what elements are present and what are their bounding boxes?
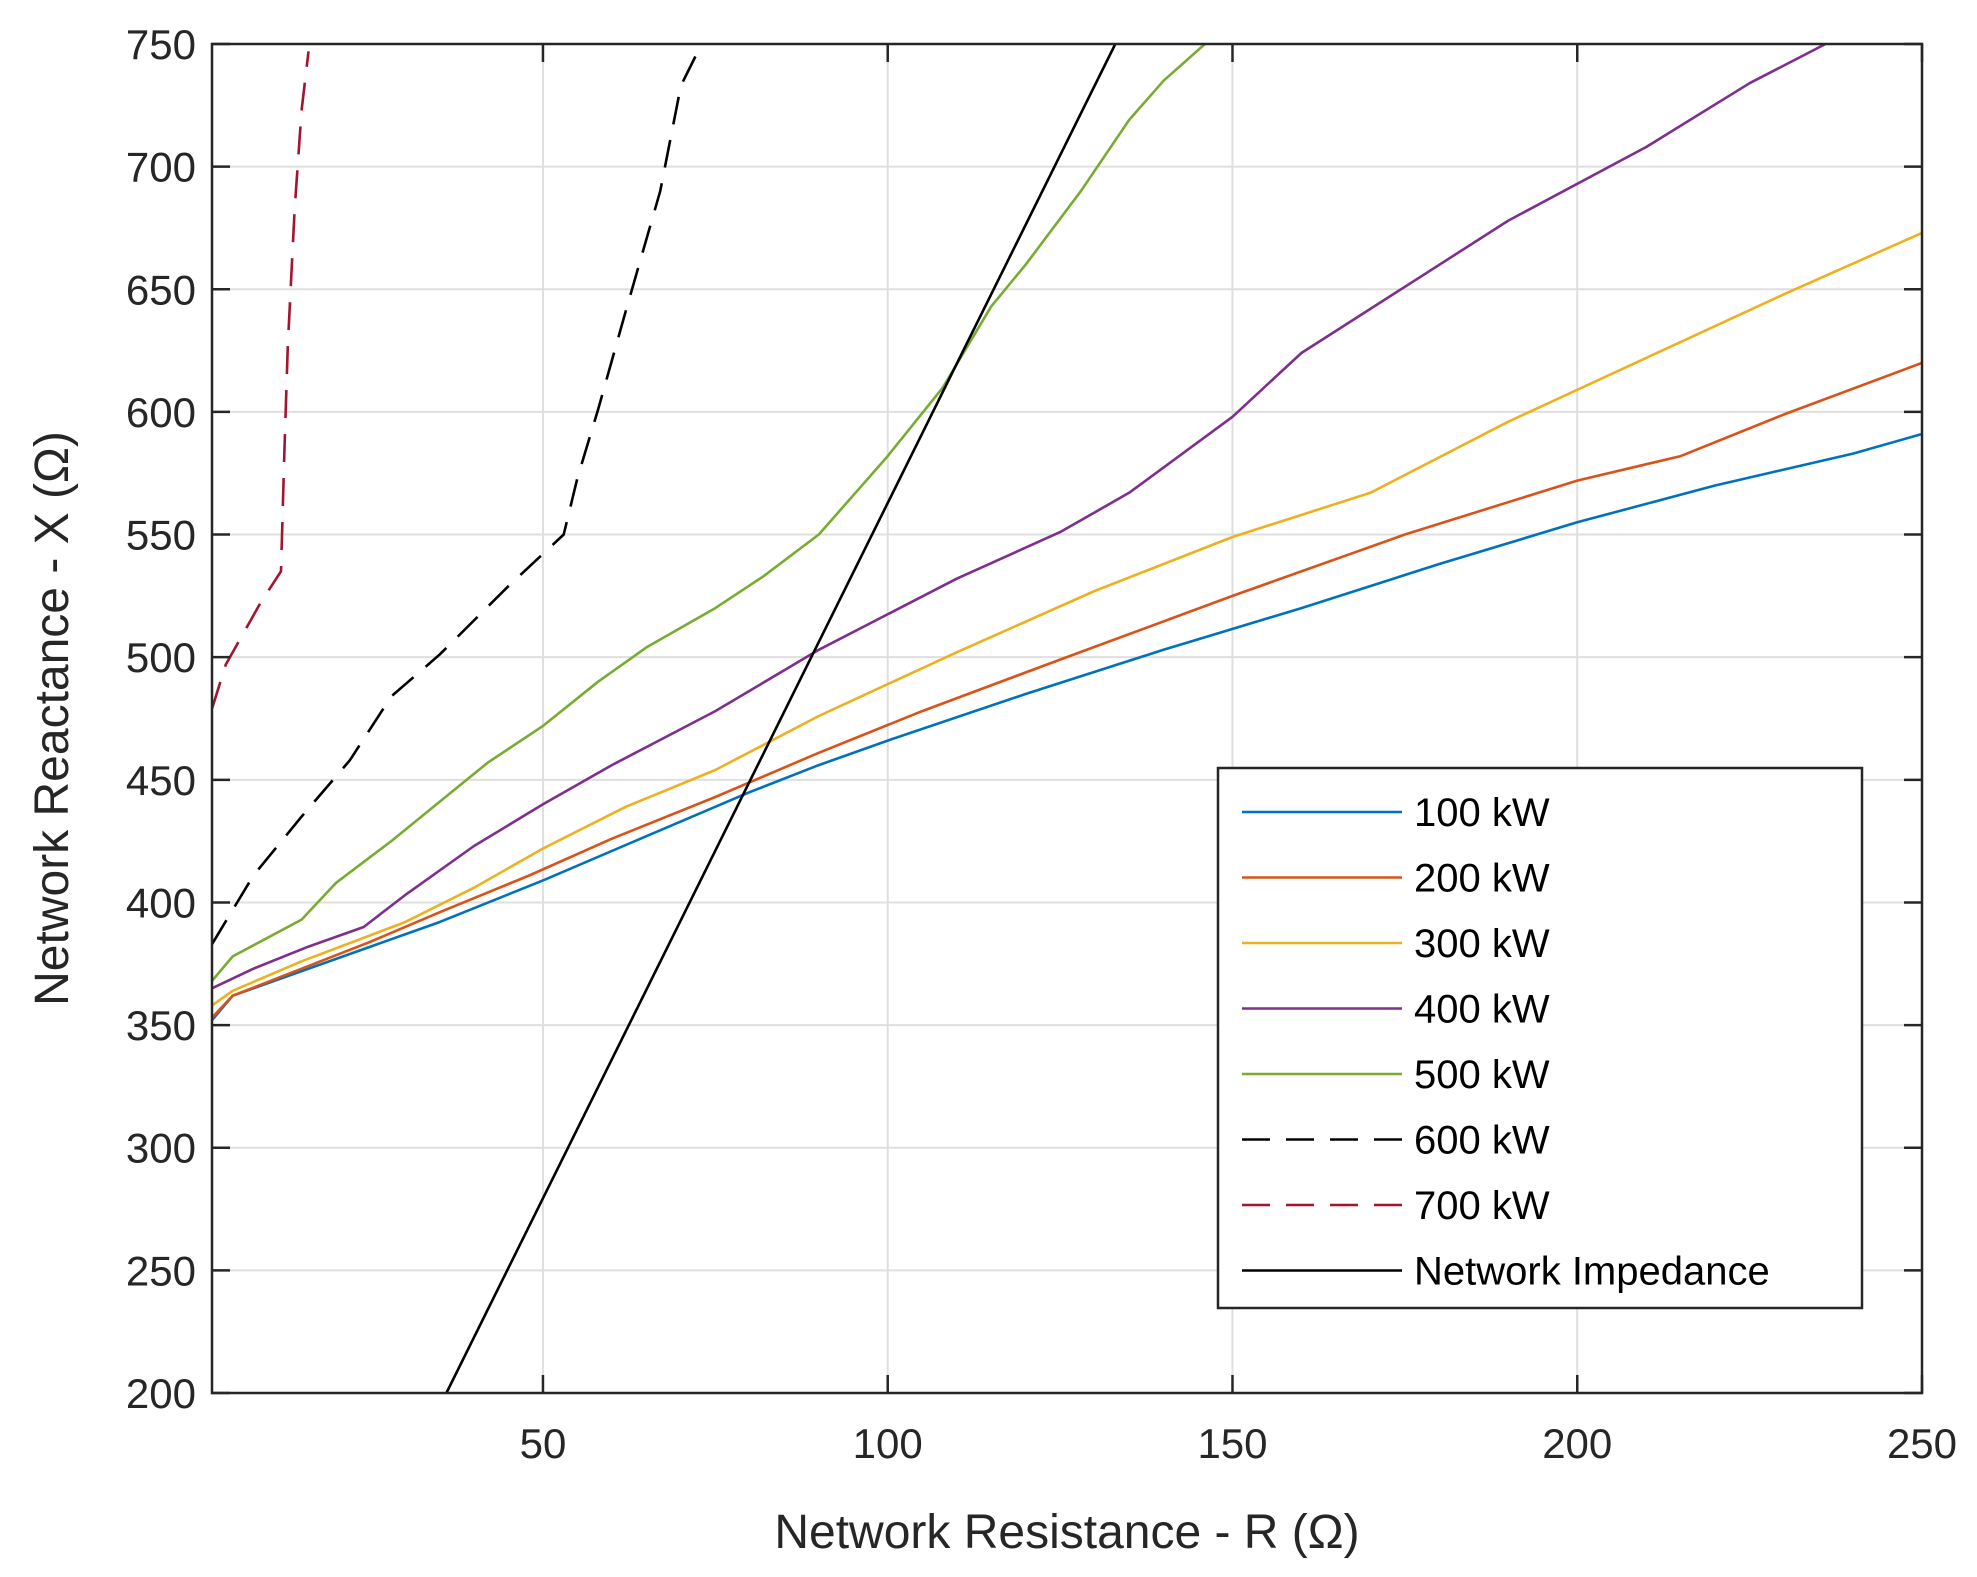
legend-label-200-kw: 200 kW	[1414, 857, 1550, 901]
plot-box	[210, 42, 1924, 1395]
x-axis-label: Network Resistance - R (Ω)	[774, 1506, 1359, 1559]
x-tick-label: 200	[1542, 1420, 1612, 1467]
x-tick-label: 250	[1887, 1420, 1957, 1467]
y-tick-label: 250	[126, 1247, 196, 1294]
series-line-600-kw	[212, 44, 703, 945]
legend-label-700-kw: 700 kW	[1414, 1184, 1550, 1228]
y-tick-label: 650	[126, 266, 196, 313]
series-line-700-kw	[212, 51, 310, 710]
series-line-100-kw	[212, 432, 1922, 1022]
legend-label-600-kw: 600 kW	[1414, 1119, 1550, 1163]
y-tick-label: 200	[126, 1370, 196, 1417]
series-line-200-kw	[212, 361, 1922, 1019]
tick-labels: 50 100 150 200 250 200 250 300 350 400 450 500 550 60…	[126, 21, 1957, 1467]
y-tick-label: 750	[126, 21, 196, 68]
y-tick-label: 550	[126, 512, 196, 559]
legend: 100 kW 200 kW 300 kW 400 kW 500 kW 600 kW 700 …	[1216, 766, 1864, 1310]
legend-label-300-kw: 300 kW	[1414, 922, 1550, 966]
x-tick-label: 100	[853, 1420, 923, 1467]
y-tick-label: 350	[126, 1002, 196, 1049]
y-axis-label: Network Reactance - X (Ω)	[26, 431, 79, 1006]
ticks	[212, 42, 1924, 1395]
legend-label-400-kw: 400 kW	[1414, 988, 1550, 1032]
y-tick-label: 450	[126, 757, 196, 804]
y-tick-label: 300	[126, 1125, 196, 1172]
series-line-300-kw	[212, 231, 1922, 1007]
y-tick-label: 700	[126, 144, 196, 191]
legend-box	[1216, 766, 1864, 1310]
y-tick-label: 500	[126, 634, 196, 681]
series-line-400-kw	[212, 44, 1827, 990]
x-tick-label: 150	[1197, 1420, 1267, 1467]
series-group	[212, 44, 1922, 1393]
series-line-500-kw	[212, 44, 1206, 982]
y-tick-label: 600	[126, 389, 196, 436]
x-tick-label: 50	[520, 1420, 567, 1467]
legend-label-network-impedance: Network Impedance	[1414, 1250, 1770, 1294]
legend-label-500-kw: 500 kW	[1414, 1053, 1550, 1097]
series-line-network-impedance	[445, 44, 1117, 1393]
y-tick-label: 400	[126, 879, 196, 926]
legend-label-100-kw: 100 kW	[1414, 791, 1550, 835]
